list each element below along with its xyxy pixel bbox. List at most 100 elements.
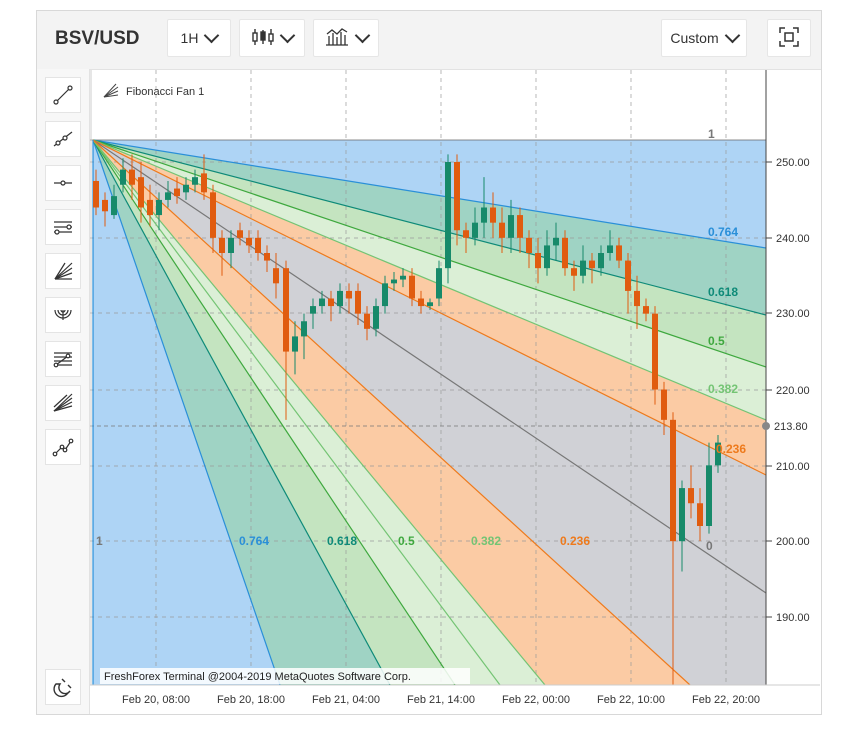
x-tick-label: Feb 22, 10:00 <box>597 694 665 706</box>
candle-body <box>102 199 108 212</box>
candle-body <box>499 222 505 238</box>
candle-body <box>553 237 559 246</box>
candle-body <box>246 237 252 246</box>
candle-body <box>670 419 676 542</box>
candle-body <box>706 465 712 526</box>
polyline-tool[interactable] <box>45 429 81 465</box>
candle-body <box>156 199 162 216</box>
candle-body <box>319 298 325 307</box>
symbol-title: BSV/USD <box>55 28 140 49</box>
chevron-down-icon <box>724 27 740 44</box>
candle-body <box>328 298 334 307</box>
horizontal-line-tool[interactable] <box>45 165 81 201</box>
candle-body <box>111 196 117 216</box>
candle-body <box>147 199 153 216</box>
candle-body <box>598 253 604 269</box>
candle-body <box>201 173 207 193</box>
candle-body <box>571 268 577 276</box>
candle-body <box>661 389 667 420</box>
custom-dropdown[interactable]: Custom <box>661 19 747 57</box>
candle-body <box>174 188 180 197</box>
candle-body <box>418 298 424 307</box>
x-tick-label: Feb 20, 08:00 <box>122 694 190 706</box>
channel-icon <box>54 221 72 235</box>
candle-body <box>643 306 649 314</box>
fan-level-5-bottom: 0.5 <box>398 534 415 548</box>
candle-body <box>544 245 550 269</box>
trendline-icon <box>53 85 73 105</box>
candle-type-dropdown[interactable] <box>239 19 305 57</box>
chart-window: BSV/USD 1H <box>36 10 822 715</box>
fibonacci-fan-icon <box>103 83 119 98</box>
fan-top-label: 1 <box>708 127 715 141</box>
magnet-tool[interactable] <box>45 669 81 705</box>
candle-body <box>391 279 397 284</box>
fibonacci-arcs-icon <box>54 309 72 320</box>
current-price-label: 213.80 <box>774 421 808 433</box>
fan-level-236-right: 0.236 <box>716 442 746 456</box>
candle-body <box>264 253 270 261</box>
candle-body <box>310 306 316 314</box>
fibonacci-arcs-tool[interactable] <box>45 297 81 333</box>
chart-type-dropdown[interactable] <box>313 19 379 57</box>
candle-body <box>652 313 658 390</box>
candle-body <box>616 245 622 261</box>
fan-level-618-right: 0.618 <box>708 285 738 299</box>
fan-level-764-right: 0.764 <box>708 225 738 239</box>
candle-body <box>454 162 460 231</box>
candle-body <box>337 290 343 307</box>
fibonacci-fan-tool[interactable] <box>45 253 81 289</box>
candle-body <box>697 503 703 526</box>
channel-tool[interactable] <box>45 209 81 245</box>
x-tick-label: Feb 22, 00:00 <box>502 694 570 706</box>
candle-body <box>138 177 144 208</box>
candle-body <box>625 260 631 291</box>
y-tick-label: 240.00 <box>776 233 810 245</box>
fan-level-618-bottom: 0.618 <box>327 534 357 548</box>
magnet-icon <box>53 678 72 698</box>
candle-body <box>535 253 541 269</box>
fullscreen-button[interactable] <box>767 19 811 57</box>
chevron-down-icon <box>204 27 220 44</box>
fan-level-5-right: 0.5 <box>708 334 725 348</box>
price-chart[interactable]: 250.00 240.00 230.00 220.00 210.00 200.00 190.… <box>90 70 820 714</box>
timeframe-dropdown[interactable]: 1H <box>167 19 231 57</box>
horizontal-line-icon <box>54 180 72 186</box>
timeframe-label: 1H <box>180 30 199 46</box>
gann-fan-tool[interactable] <box>45 385 81 421</box>
x-tick-label: Feb 22, 20:00 <box>692 694 760 706</box>
fibonacci-fan-icon <box>54 262 73 280</box>
ray-icon <box>53 131 73 147</box>
candle-body <box>192 177 198 185</box>
trendline-tool[interactable] <box>45 77 81 113</box>
candle-body <box>273 268 279 284</box>
ray-tool[interactable] <box>45 121 81 157</box>
candle-body <box>228 237 234 253</box>
candle-body <box>93 180 99 208</box>
candle-body <box>634 290 640 307</box>
candle-body <box>472 222 478 238</box>
x-tick-label: Feb 21, 04:00 <box>312 694 380 706</box>
candle-body <box>165 192 171 200</box>
candle-body <box>517 215 523 238</box>
candle-body <box>427 302 433 307</box>
candle-body <box>679 488 685 542</box>
fibonacci-levels-icon <box>53 352 72 368</box>
x-tick-label: Feb 20, 18:00 <box>217 694 285 706</box>
chevron-down-icon <box>354 27 370 44</box>
candle-body <box>508 215 514 238</box>
fan-level-764-bottom: 0.764 <box>239 534 269 548</box>
candle-body <box>463 230 469 238</box>
candle-body <box>481 207 487 223</box>
candle-body <box>400 275 406 280</box>
gann-fan-icon <box>53 393 73 412</box>
candle-body <box>688 488 694 504</box>
x-tick-label: Feb 21, 14:00 <box>407 694 475 706</box>
candle-body <box>301 321 307 337</box>
candle-body <box>364 313 370 329</box>
candle-body <box>445 162 451 269</box>
candle-body <box>255 237 261 253</box>
fibonacci-levels-tool[interactable] <box>45 341 81 377</box>
candle-body <box>589 260 595 269</box>
candle-body <box>715 442 721 466</box>
